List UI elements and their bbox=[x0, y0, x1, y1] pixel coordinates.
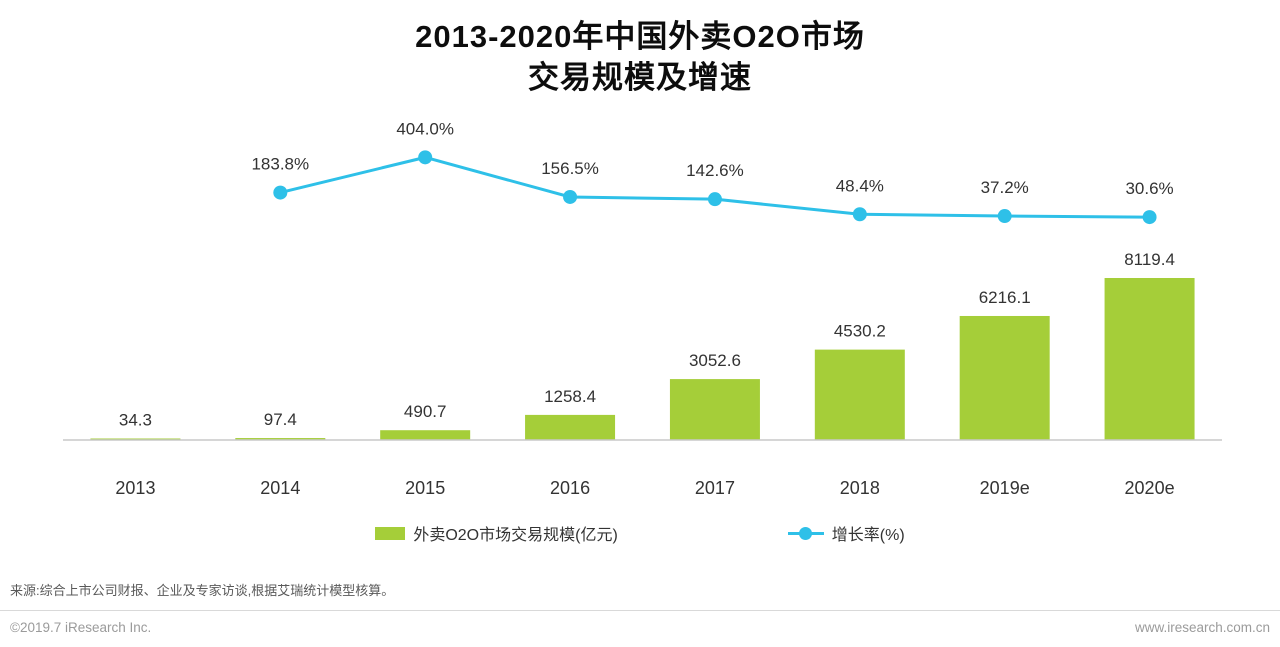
x-axis-label-2020e: 2020e bbox=[1125, 478, 1175, 498]
bar-2017 bbox=[669, 379, 760, 440]
bar-2018 bbox=[814, 349, 905, 440]
source-note: 来源:综合上市公司财报、企业及专家访谈,根据艾瑞统计模型核算。 bbox=[10, 583, 395, 598]
bar-2019e bbox=[959, 315, 1050, 440]
chart-title-line2: 交易规模及增速 bbox=[528, 60, 752, 95]
line-swatch-dot-icon bbox=[799, 526, 813, 540]
growth-point-2014 bbox=[273, 185, 288, 200]
growth-value-label-2016: 156.5% bbox=[541, 159, 599, 178]
bar-2014 bbox=[235, 438, 326, 440]
chart-title-line1: 2013-2020年中国外卖O2O市场 bbox=[415, 19, 865, 54]
bar-value-label-2019e: 6216.1 bbox=[979, 288, 1031, 307]
bar-2015 bbox=[380, 430, 471, 440]
chart-title: 2013-2020年中国外卖O2O市场 交易规模及增速 bbox=[0, 16, 1280, 98]
bar-value-label-2018: 4530.2 bbox=[834, 322, 886, 341]
x-axis-label-2015: 2015 bbox=[405, 478, 445, 498]
legend-item-bar: 外卖O2O市场交易规模(亿元) bbox=[375, 521, 618, 545]
growth-value-label-2017: 142.6% bbox=[686, 161, 744, 180]
growth-value-label-2015: 404.0% bbox=[396, 119, 454, 138]
growth-value-label-2019e: 37.2% bbox=[981, 178, 1029, 197]
bar-value-label-2017: 3052.6 bbox=[689, 351, 741, 370]
footer-divider bbox=[0, 610, 1280, 611]
legend: 外卖O2O市场交易规模(亿元) 增长率(%) bbox=[0, 521, 1280, 545]
growth-value-label-2014: 183.8% bbox=[251, 155, 309, 174]
bar-2020e bbox=[1104, 278, 1195, 440]
x-axis-label-2018: 2018 bbox=[840, 478, 880, 498]
legend-bar-label: 外卖O2O市场交易规模(亿元) bbox=[413, 527, 618, 544]
bar-swatch-icon bbox=[375, 526, 406, 540]
growth-point-2018 bbox=[852, 207, 867, 222]
growth-value-label-2020e: 30.6% bbox=[1125, 179, 1173, 198]
bar-value-label-2014: 97.4 bbox=[264, 410, 297, 429]
growth-point-2016 bbox=[563, 189, 578, 204]
footer-url: www.iresearch.com.cn bbox=[1134, 620, 1270, 635]
x-axis-label-2014: 2014 bbox=[260, 478, 300, 498]
bar-2016 bbox=[525, 414, 616, 440]
x-axis-label-2019e: 2019e bbox=[980, 478, 1030, 498]
growth-point-2019e bbox=[997, 209, 1012, 224]
bar-value-label-2013: 34.3 bbox=[119, 411, 152, 430]
line-swatch-icon bbox=[787, 526, 824, 540]
growth-point-2015 bbox=[418, 150, 433, 165]
legend-item-line: 增长率(%) bbox=[787, 521, 905, 545]
x-axis-label-2017: 2017 bbox=[695, 478, 735, 498]
combo-chart: 34.3 97.4 490.7 1258.4 3052.6 4530.2 6216.1 811… bbox=[63, 119, 1222, 498]
x-axis-label-2016: 2016 bbox=[550, 478, 590, 498]
bar-value-label-2015: 490.7 bbox=[404, 402, 447, 421]
legend-line-label: 增长率(%) bbox=[831, 527, 905, 544]
bar-value-label-2020e: 8119.4 bbox=[1124, 250, 1175, 269]
growth-point-2020e bbox=[1142, 210, 1157, 225]
growth-point-2017 bbox=[707, 192, 722, 207]
growth-value-label-2018: 48.4% bbox=[836, 176, 884, 195]
bar-value-label-2016: 1258.4 bbox=[544, 387, 596, 406]
x-axis-label-2013: 2013 bbox=[115, 478, 155, 498]
footer: ©2019.7 iResearch Inc. www.iresearch.com… bbox=[10, 620, 1270, 635]
footer-copyright: ©2019.7 iResearch Inc. bbox=[10, 620, 152, 635]
